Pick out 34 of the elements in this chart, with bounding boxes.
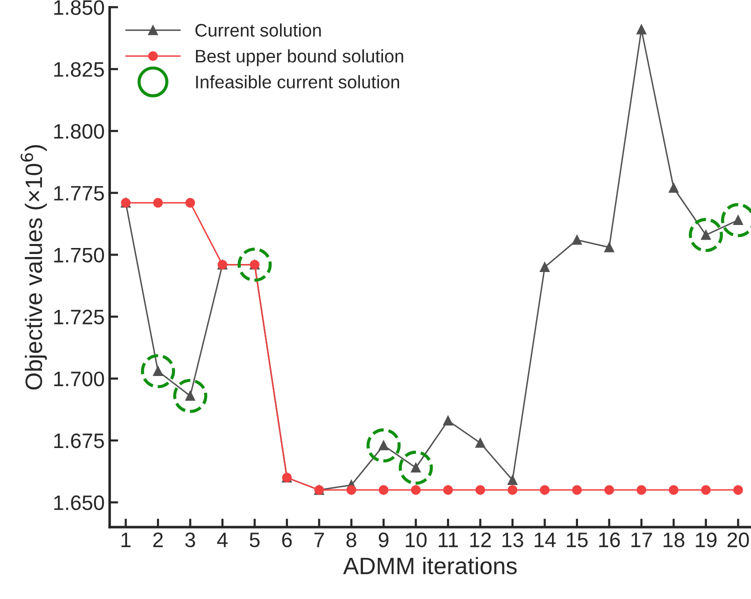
x-tick-label: 3 bbox=[185, 532, 196, 548]
y-tick-label: 1.725 bbox=[54, 310, 104, 324]
x-tick-label: 14 bbox=[534, 532, 556, 548]
y-tick-label: 1.825 bbox=[54, 62, 104, 77]
x-tick-label: 20 bbox=[728, 532, 749, 548]
y-tick-label: 1.675 bbox=[54, 433, 104, 448]
x-tick-label: 13 bbox=[502, 532, 524, 548]
x-tick-label: 12 bbox=[470, 532, 491, 548]
x-tick-label: 2 bbox=[153, 532, 163, 548]
x-tick-label: 11 bbox=[438, 532, 458, 548]
x-axis-title: ADMM iterations bbox=[343, 556, 517, 574]
legend-label: Infeasible current solution bbox=[196, 75, 400, 88]
x-tick-label: 7 bbox=[314, 532, 324, 548]
y-tick-label: 1.700 bbox=[54, 372, 104, 386]
y-tick-label: 1.775 bbox=[54, 186, 104, 201]
legend-label: Best upper bound solution bbox=[196, 49, 404, 66]
y-tick-label: 1.650 bbox=[54, 495, 104, 510]
x-tick-label: 9 bbox=[378, 532, 388, 548]
y-tick-label: 1.850 bbox=[54, 0, 104, 15]
y-axis-title: Objective values (×10$^{6}$) bbox=[20, 145, 47, 390]
x-tick-label: 16 bbox=[599, 532, 620, 548]
x-tick-label: 4 bbox=[217, 532, 228, 548]
x-tick-label: 10 bbox=[406, 532, 427, 548]
x-tick-label: 17 bbox=[631, 532, 652, 548]
x-tick-label: 1 bbox=[122, 532, 131, 548]
x-tick-label: 5 bbox=[250, 532, 260, 548]
x-tick-label: 6 bbox=[282, 532, 292, 548]
x-tick-label: 19 bbox=[696, 532, 716, 548]
y-tick-label: 1.750 bbox=[54, 248, 104, 263]
x-tick-label: 18 bbox=[664, 532, 684, 548]
x-tick-label: 15 bbox=[566, 532, 588, 548]
x-tick-label: 8 bbox=[346, 532, 356, 548]
y-tick-label: 1.800 bbox=[54, 124, 104, 139]
legend-label: Current solution bbox=[195, 23, 321, 37]
